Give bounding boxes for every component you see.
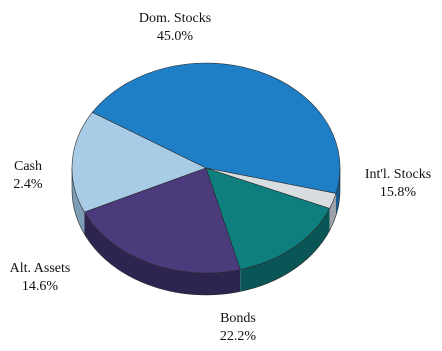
pie-sides	[71, 168, 341, 296]
slice-value-dom-stocks: 45.0%	[157, 29, 194, 44]
pie-slice-alt-assets	[205, 167, 331, 270]
slice-value-alt-assets: 14.6%	[22, 279, 59, 294]
pie-side-alt-assets	[240, 208, 330, 292]
pie-side-cash	[329, 193, 337, 231]
slice-name-bonds: Bonds	[220, 311, 256, 326]
pie-side-dom-stocks	[336, 168, 340, 216]
pie-slice-dom-stocks	[91, 62, 341, 194]
slice-value-bonds: 22.2%	[220, 329, 257, 344]
slice-value-cash: 2.4%	[13, 177, 43, 192]
slice-name-dom-stocks: Dom. Stocks	[139, 11, 211, 26]
slice-name-int-l-stocks: Int'l. Stocks	[365, 167, 431, 182]
pie-slice-cash	[205, 167, 337, 209]
pie-tops	[71, 62, 341, 274]
slice-name-alt-assets: Alt. Assets	[10, 261, 71, 276]
pie-slice-bonds	[83, 167, 241, 274]
pie-rim-outline	[71, 168, 341, 296]
pie-labels: Dom. Stocks 45.0% Int'l. Stocks 15.8% Bonds 2…	[10, 11, 432, 344]
pie-side-int-l-stocks	[72, 168, 85, 235]
slice-value-int-l-stocks: 15.8%	[380, 185, 417, 200]
pie-slice-int-l-stocks	[71, 111, 207, 213]
slice-name-cash: Cash	[14, 159, 42, 174]
pie-side-bonds	[84, 212, 241, 295]
